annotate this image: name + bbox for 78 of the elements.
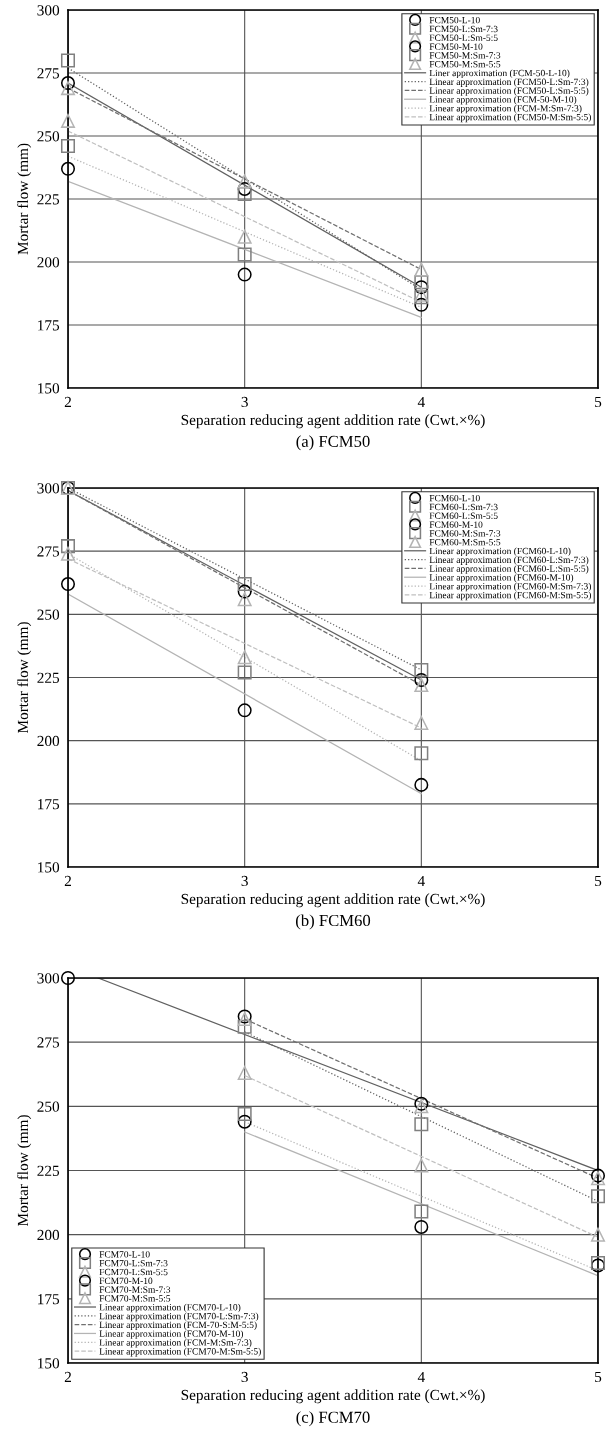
legend-label: FCM50-L-10 xyxy=(429,16,480,24)
legend-label: Linear approximation (FCM70-L:Sm-7:3) xyxy=(99,1312,259,1322)
y-tick-label: 225 xyxy=(37,672,60,683)
legend-label: FCM60-M:Sm-7:3 xyxy=(429,530,501,537)
y-tick-label: 225 xyxy=(37,194,60,205)
x-tick-label: 3 xyxy=(241,396,248,408)
legend-label: FCM60-L-10 xyxy=(429,494,480,502)
legend-label: Linear approximation (FCM60-L:Sm-5:5) xyxy=(429,565,589,574)
y-axis-title: Mortar flow (mm) xyxy=(17,1115,32,1227)
legend-label: Linear approximation (FCM-70-S:M-5:5) xyxy=(99,1321,257,1330)
legend-label: FCM60-M:Sm-5:5 xyxy=(429,539,501,546)
legend-label: Liner approximation (FCM-50-L-10) xyxy=(429,69,570,79)
x-tick-label: 5 xyxy=(595,875,602,887)
y-tick-label: 300 xyxy=(37,5,60,16)
legend-label: FCM50-M:Sm-5:5 xyxy=(429,61,501,68)
y-axis-title: Mortar flow (mm) xyxy=(17,143,32,255)
text: (b) FCM60 xyxy=(296,914,371,930)
text: (c) FCM70 xyxy=(296,1411,370,1427)
legend-label: FCM70-L:Sm-5:5 xyxy=(99,1268,168,1276)
legend-label: FCM60-L:Sm-7:3 xyxy=(429,503,498,511)
legend-label: FCM50-M:Sm-7:3 xyxy=(429,52,501,59)
legend-label: Linear approximation (FCM50-L:Sm-7:3) xyxy=(429,78,589,87)
y-tick-label: 200 xyxy=(37,1229,60,1241)
legend-label: Linear approximation (FCM50-M:Sm-5:5) xyxy=(429,113,591,123)
y-tick-label: 150 xyxy=(38,1358,60,1369)
legend-label: FCM60-L:Sm-5:5 xyxy=(429,512,498,519)
x-axis-title: Separation reducing agent addition rate (Cwt.×%) xyxy=(181,1389,485,1404)
x-tick-label: 5 xyxy=(595,1371,602,1383)
y-tick-label: 175 xyxy=(38,1294,60,1305)
y-tick-label: 300 xyxy=(37,483,60,494)
legend-label: Linear approximation (FCM60-M-10) xyxy=(429,573,574,583)
legend-label: FCM50-L:Sm-7:3 xyxy=(429,25,498,33)
x-axis-title: Separation reducing agent addition rate (Cwt.×%) xyxy=(181,414,485,429)
y-tick-label: 275 xyxy=(37,68,60,79)
y-tick-label: 200 xyxy=(37,257,60,268)
y-tick-label: 250 xyxy=(37,131,60,142)
y-tick-label: 250 xyxy=(37,609,60,620)
y-tick-label: 150 xyxy=(38,383,60,394)
legend-label: Linear approximation (FCM60-L-10) xyxy=(429,547,571,557)
x-tick-label: 4 xyxy=(417,396,425,407)
legend-label: Linear approximation (FCM70-M:Sm-5:5) xyxy=(99,1347,261,1357)
legend-label: FCM50-L:Sm-5:5 xyxy=(429,34,498,41)
y-tick-label: 200 xyxy=(37,735,60,747)
legend-label: Linear approximation (FCM70-M-10) xyxy=(99,1330,244,1339)
x-tick-label: 2 xyxy=(64,875,71,886)
legend-label: Linear approximation (FCM60-M:Sm-5:5) xyxy=(429,591,591,601)
legend-label: FCM70-L-10 xyxy=(99,1251,150,1258)
legend-label: FCM50-M-10 xyxy=(429,43,483,50)
y-tick-label: 250 xyxy=(37,1101,60,1112)
legend-label: Linear approximation (FCM-50-M-10) xyxy=(429,95,577,105)
text: (a) FCM50 xyxy=(296,435,370,451)
y-tick-label: 150 xyxy=(38,862,60,873)
x-axis-title: Separation reducing agent addition rate (Cwt.×%) xyxy=(181,893,485,908)
x-tick-label: 3 xyxy=(241,875,248,887)
x-tick-label: 4 xyxy=(417,1371,425,1382)
x-tick-label: 2 xyxy=(64,396,71,407)
y-axis-title: Mortar flow (mm) xyxy=(17,622,32,734)
x-tick-label: 2 xyxy=(64,1371,71,1382)
y-tick-label: 300 xyxy=(37,973,60,984)
x-tick-label: 5 xyxy=(595,396,602,408)
legend-label: FCM60-M-10 xyxy=(429,521,483,528)
x-tick-label: 3 xyxy=(241,1371,248,1383)
legend-label: Linear approximation (FCM60-M:Sm-7:3) xyxy=(429,582,591,592)
legend-label: Linear approximation (FCM-M:Sm-7:3) xyxy=(429,104,582,114)
legend-label: Linear approximation (FCM50-L:Sm-5:5) xyxy=(429,87,589,96)
legend-label: Linear approximation (FCM70-L-10) xyxy=(99,1303,241,1313)
y-tick-label: 175 xyxy=(38,320,60,331)
legend-label: Linear approximation (FCM60-L:Sm-7:3) xyxy=(429,556,589,565)
y-tick-label: 275 xyxy=(37,1037,60,1048)
legend-label: FCM70-L:Sm-7:3 xyxy=(99,1259,168,1267)
y-tick-label: 225 xyxy=(37,1165,60,1176)
legend-label: FCM70-M-10 xyxy=(99,1277,153,1284)
legend-label: FCM70-M:Sm-7:3 xyxy=(99,1286,171,1293)
x-tick-label: 4 xyxy=(417,875,425,886)
legend-label: Linear approximation (FCM-M:Sm-7:3) xyxy=(99,1339,252,1348)
legend-label: FCM70-M:Sm-5:5 xyxy=(99,1295,171,1302)
y-tick-label: 275 xyxy=(37,546,60,557)
y-tick-label: 175 xyxy=(38,799,60,810)
